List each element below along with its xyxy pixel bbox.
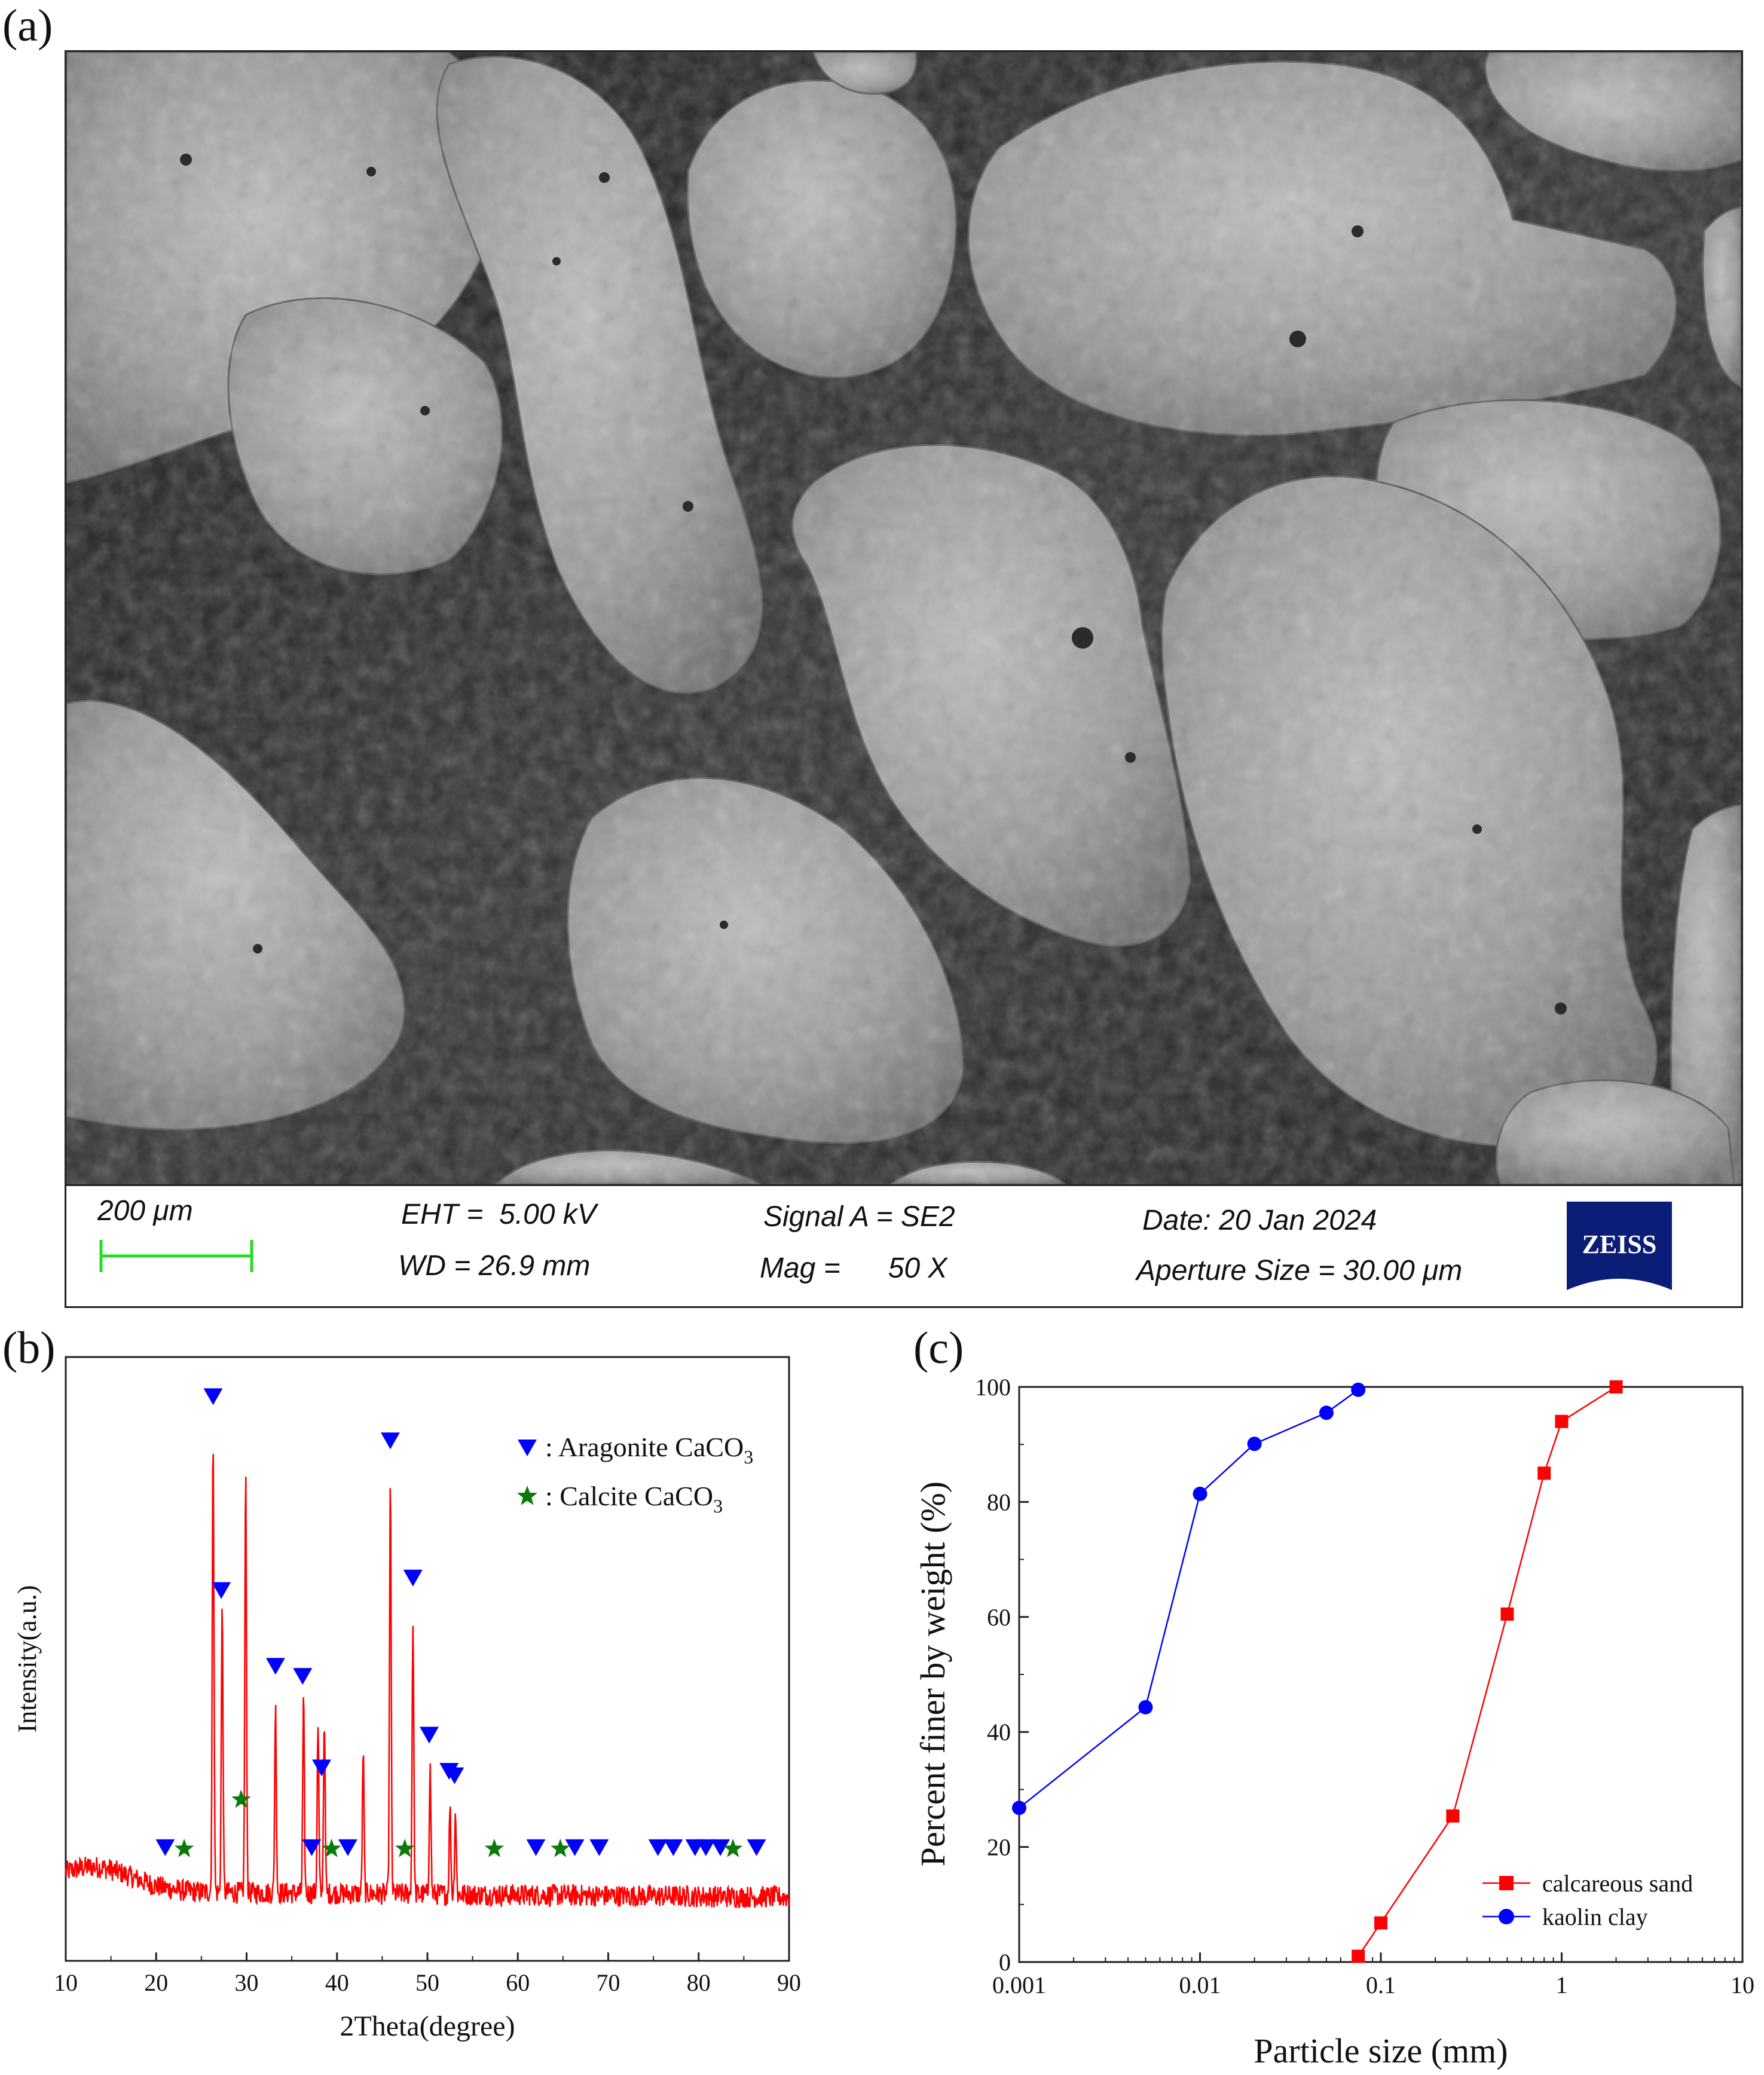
aragonite-marker [445, 1767, 464, 1784]
psd-y-axis-label: Percent finer by weight (%) [913, 1481, 952, 1866]
psd-y-tick-label: 20 [987, 1834, 1011, 1861]
aragonite-marker [711, 1839, 730, 1856]
xrd-x-tick-label: 20 [144, 1969, 168, 1996]
aragonite-marker [302, 1839, 322, 1856]
clay-data-point [1319, 1405, 1334, 1420]
aragonite-marker [293, 1668, 313, 1685]
aragonite-marker [420, 1726, 439, 1744]
aragonite-marker [526, 1839, 546, 1856]
aperture-readout: Aperture Size = 30.00 μm [1136, 1255, 1463, 1286]
psd-x-axis-label: Particle size (mm) [1254, 2031, 1508, 2070]
psd-y-tick-label: 80 [987, 1489, 1011, 1515]
psd-series-line [1019, 1389, 1359, 1809]
psd-y-tick-label: 40 [987, 1719, 1011, 1746]
psd-x-tick-label: 0.1 [1366, 1972, 1396, 1998]
sem-micrograph: 200 μm EHT = 5.00 kV WD = 26.9 mm Signal… [65, 50, 1743, 1308]
aragonite-marker [565, 1839, 585, 1856]
psd-x-tick-label: 10 [1731, 1972, 1754, 1998]
psd-legend: calcareous sand kaolin clay [1482, 1870, 1693, 1930]
sand-data-point [1555, 1414, 1569, 1428]
xrd-x-tick-label: 30 [235, 1969, 259, 1996]
sand-data-point [1500, 1607, 1514, 1621]
sem-image [66, 52, 1741, 1184]
legend-sand-marker [1499, 1876, 1514, 1890]
panel-label-c: (c) [913, 1323, 964, 1373]
wd-readout: WD = 26.9 mm [398, 1250, 591, 1282]
psd-x-tick-label: 0.01 [1179, 1972, 1221, 1998]
calcite-marker [231, 1789, 251, 1808]
xrd-x-ticks: 10 20 30 40 50 60 70 80 90 [54, 1952, 801, 1996]
calcite-marker [395, 1838, 415, 1857]
aragonite-marker [648, 1839, 668, 1856]
panel-label-a: (a) [2, 1, 53, 51]
svg-text:ZEISS: ZEISS [1582, 1230, 1657, 1259]
xrd-markers [155, 1388, 766, 1857]
sand-data-point [1537, 1466, 1551, 1480]
psd-x-tick-label: 0.001 [992, 1972, 1046, 1998]
aragonite-marker [203, 1388, 223, 1405]
scale-bar-label: 200 μm [97, 1195, 193, 1227]
calcite-marker [322, 1838, 341, 1857]
clay-data-point [1351, 1382, 1366, 1397]
psd-y-tick-label: 100 [975, 1374, 1011, 1401]
aragonite-marker [265, 1658, 285, 1675]
sand-data-point [1609, 1380, 1623, 1393]
psd-x-tick-label: 1 [1556, 1972, 1568, 1998]
xrd-x-tick-label: 50 [415, 1969, 439, 1996]
xrd-x-tick-label: 80 [687, 1969, 711, 1996]
aragonite-marker [664, 1839, 683, 1856]
signal-readout: Signal A = SE2 [763, 1201, 955, 1233]
legend-aragonite-marker [518, 1440, 537, 1456]
legend-clay-marker [1499, 1909, 1514, 1924]
clay-data-point [1138, 1700, 1153, 1715]
psd-y-tick-label: 0 [999, 1949, 1011, 1976]
aragonite-marker [212, 1582, 231, 1599]
sand-data-point [1374, 1916, 1387, 1930]
zeiss-logo: ZEISS [1567, 1202, 1672, 1306]
legend-calcite-label: : Calcite CaCO3 [545, 1481, 723, 1517]
clay-data-point [1247, 1437, 1262, 1451]
aragonite-marker [380, 1432, 400, 1450]
legend-aragonite-label: : Aragonite CaCO3 [545, 1432, 753, 1468]
calcite-marker [723, 1838, 743, 1857]
xrd-x-tick-label: 90 [777, 1969, 801, 1996]
xrd-x-tick-label: 40 [325, 1969, 349, 1996]
date-readout: Date: 20 Jan 2024 [1142, 1205, 1377, 1236]
aragonite-marker [747, 1839, 766, 1856]
pores [180, 154, 1567, 1014]
clay-data-point [1012, 1801, 1026, 1816]
eht-readout: EHT = 5.00 kV [401, 1199, 597, 1230]
legend-calcite-marker [516, 1486, 538, 1505]
sem-info-bar: 200 μm EHT = 5.00 kV WD = 26.9 mm Signal… [66, 1184, 1741, 1306]
aragonite-marker [338, 1839, 357, 1856]
scale-bar [99, 1240, 253, 1272]
xrd-x-tick-label: 60 [506, 1969, 530, 1996]
psd-y-tick-label: 60 [987, 1604, 1011, 1631]
xrd-legend: : Aragonite CaCO3 : Calcite CaCO3 [516, 1432, 753, 1517]
legend-clay-label: kaolin clay [1542, 1903, 1648, 1930]
panel-label-b: (b) [2, 1323, 56, 1373]
psd-series [1012, 1380, 1623, 1963]
xrd-chart: 10 20 30 40 50 60 70 80 90 2Theta(degree) Intens… [13, 1356, 801, 2042]
aragonite-marker [155, 1839, 175, 1856]
calcite-marker [551, 1838, 570, 1857]
sand-data-point [1352, 1949, 1365, 1963]
xrd-x-axis-label: 2Theta(degree) [340, 2010, 515, 2042]
mag-readout: Mag = 50 X [760, 1252, 947, 1284]
clay-data-point [1193, 1486, 1207, 1501]
xrd-x-tick-label: 70 [597, 1969, 620, 1996]
xrd-x-tick-label: 10 [54, 1969, 78, 1996]
xrd-trace [65, 1454, 790, 1909]
xrd-y-axis-label: Intensity(a.u.) [13, 1585, 42, 1733]
aragonite-marker [696, 1839, 716, 1856]
calcite-marker [175, 1838, 194, 1857]
aragonite-marker [312, 1759, 332, 1777]
legend-sand-label: calcareous sand [1542, 1870, 1693, 1897]
calcite-marker [484, 1838, 505, 1857]
aragonite-marker [403, 1569, 423, 1587]
aragonite-marker [589, 1839, 609, 1856]
sand-data-point [1446, 1809, 1460, 1823]
